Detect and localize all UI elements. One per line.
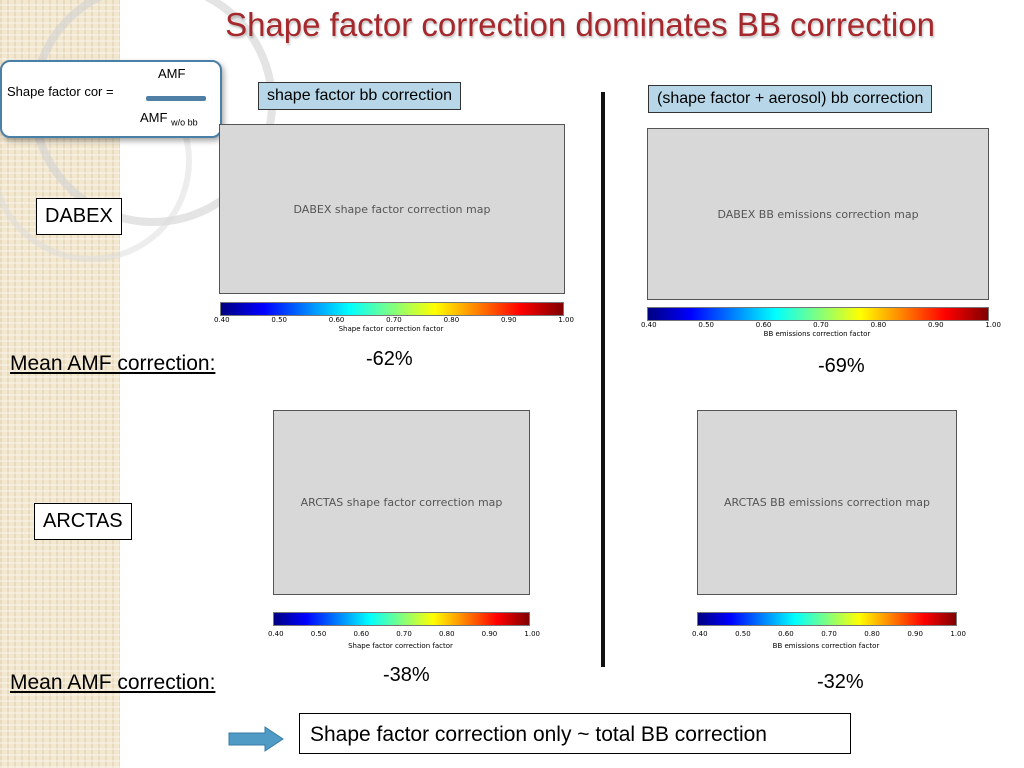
colorbar xyxy=(220,302,564,316)
colorbar-label: Shape factor correction factor xyxy=(338,325,444,333)
colorbar-ticks: 0.40 0.50 0.60 0.70 0.80 0.90 1.00 xyxy=(641,321,1001,329)
mean-amf-label: Mean AMF correction: xyxy=(10,352,216,375)
slide-title: Shape factor correction dominates BB cor… xyxy=(225,6,935,43)
arctas-right-value: -32% xyxy=(817,671,864,693)
colorbar-ticks: 0.40 0.50 0.60 0.70 0.80 0.90 1.00 xyxy=(268,630,540,638)
formula-denominator: AMF w/o bb xyxy=(140,110,198,128)
formula-box: Shape factor cor = AMF AMF w/o bb xyxy=(0,60,222,138)
dabex-right-value: -69% xyxy=(818,355,865,377)
arctas-label: ARCTAS xyxy=(34,503,132,540)
dabex-bb-map: DABEX BB emissions correction map xyxy=(647,128,989,300)
dabex-shape-factor-map: DABEX shape factor correction map xyxy=(219,124,565,294)
dabex-label: DABEX xyxy=(36,198,122,235)
arctas-shape-factor-map: ARCTAS shape factor correction map xyxy=(273,410,530,595)
colorbar-label: BB emissions correction factor xyxy=(772,642,880,650)
colorbar xyxy=(697,612,957,626)
colorbar-label: Shape factor correction factor xyxy=(348,642,453,650)
right-arrow-icon xyxy=(228,726,284,752)
colorbar-label: BB emissions correction factor xyxy=(763,330,871,338)
arctas-bb-map: ARCTAS BB emissions correction map xyxy=(697,410,957,595)
colorbar-ticks: 0.40 0.50 0.60 0.70 0.80 0.90 1.00 xyxy=(214,316,574,324)
conclusion-box: Shape factor correction only ~ total BB … xyxy=(299,713,851,754)
formula-numerator: AMF xyxy=(158,66,186,81)
formula-lhs: Shape factor cor = xyxy=(7,84,114,99)
column-divider xyxy=(601,92,605,667)
left-column-tag: shape factor bb correction xyxy=(258,82,461,110)
formula-denominator-subscript: w/o bb xyxy=(171,117,198,128)
dabex-left-value: -62% xyxy=(366,348,413,370)
colorbar-ticks: 0.40 0.50 0.60 0.70 0.80 0.90 1.00 xyxy=(692,630,966,638)
colorbar xyxy=(273,612,530,626)
arctas-left-value: -38% xyxy=(383,664,430,686)
mean-amf-label: Mean AMF correction: xyxy=(10,671,216,694)
fraction-bar xyxy=(146,96,206,101)
colorbar xyxy=(647,307,989,321)
right-column-tag: (shape factor + aerosol) bb correction xyxy=(648,85,933,113)
